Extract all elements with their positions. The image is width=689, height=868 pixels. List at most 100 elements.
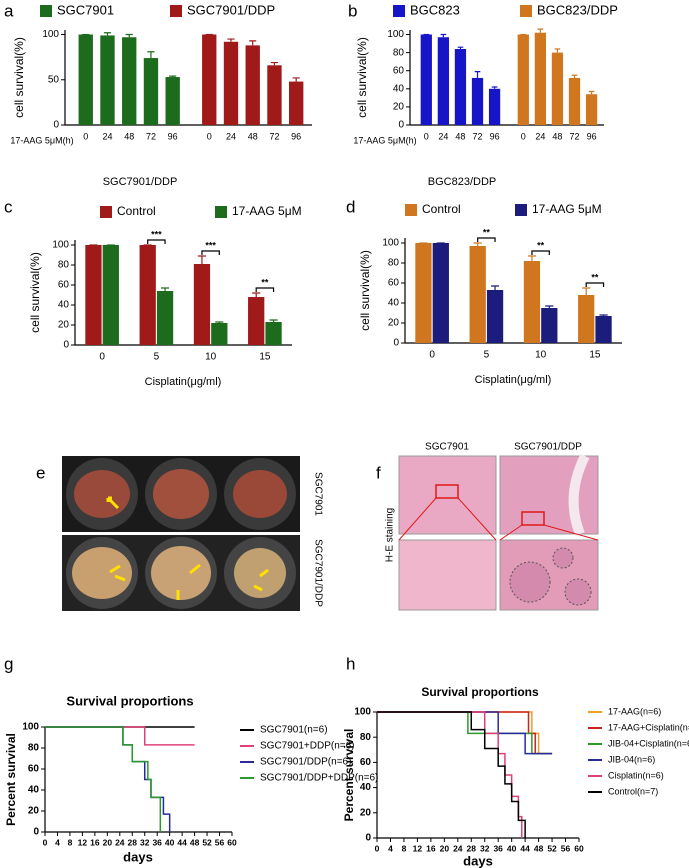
- bar: [595, 316, 612, 343]
- y-tick-label: 20: [58, 320, 70, 331]
- y-tick-label: 100: [42, 29, 59, 40]
- x-tick-label: 96: [587, 131, 597, 141]
- survival-line: [377, 711, 553, 755]
- legend-label: JIB-04+Cisplatin(n=6): [608, 738, 689, 748]
- y-tick-label: 20: [393, 102, 405, 113]
- error-bar: [571, 74, 578, 78]
- x-tick-label: 24: [115, 837, 125, 847]
- error-bar: [215, 321, 224, 323]
- y-tick-label: 0: [365, 833, 371, 844]
- significance-bracket: [585, 282, 605, 287]
- x-tick-label: 32: [140, 837, 150, 847]
- x-tick-label: 10: [205, 352, 217, 363]
- bar: [578, 295, 595, 343]
- row-label: H-E staining: [385, 508, 396, 562]
- panel-label: e: [36, 463, 45, 482]
- x-tick-label: 44: [520, 843, 530, 853]
- x-tick-label: 72: [473, 131, 483, 141]
- significance-label: **: [591, 272, 599, 282]
- error-bar: [474, 71, 481, 78]
- x-tick-label: 0: [521, 131, 526, 141]
- y-tick-label: 80: [28, 743, 40, 754]
- vessel: [568, 453, 590, 536]
- x-tick-label: 20: [440, 843, 450, 853]
- y-tick-label: 100: [22, 722, 39, 733]
- bar: [102, 245, 119, 345]
- x-tick-label: 0: [83, 131, 88, 141]
- y-tick-label: 40: [28, 785, 40, 796]
- x-tick-label: 5: [154, 352, 160, 363]
- error-bar: [554, 48, 561, 53]
- y-tick-label: 100: [387, 29, 404, 40]
- bar: [143, 58, 159, 125]
- legend-swatch: [40, 5, 52, 17]
- bar: [415, 243, 432, 343]
- x-tick-label: 36: [152, 837, 162, 847]
- bar: [85, 245, 102, 345]
- bar: [551, 52, 564, 125]
- x-tick-label: 60: [574, 843, 584, 853]
- legend-label: 17-AAG 5μM: [532, 202, 602, 216]
- panel-label: h: [346, 654, 355, 673]
- bar: [156, 291, 174, 345]
- legend-swatch: [515, 204, 527, 216]
- x-axis-label: 17-AAG 5μM(h): [353, 135, 416, 145]
- x-tick-label: 24: [226, 131, 236, 141]
- bar: [139, 245, 156, 345]
- y-axis-label: Percent survival: [342, 729, 356, 822]
- y-tick-label: 0: [33, 827, 39, 838]
- error-bar: [582, 287, 591, 295]
- x-tick-label: 32: [480, 843, 490, 853]
- error-bar: [160, 287, 170, 291]
- x-tick-label: 12: [413, 843, 423, 853]
- bar: [211, 323, 228, 345]
- error-bar: [457, 46, 464, 49]
- x-tick-label: 48: [248, 131, 258, 141]
- x-tick-label: 0: [207, 131, 212, 141]
- y-tick-label: 40: [393, 83, 405, 94]
- error-bar: [103, 32, 112, 36]
- error-bar: [527, 255, 537, 261]
- lesion: [564, 578, 592, 606]
- y-tick-label: 60: [393, 65, 405, 76]
- bar: [541, 308, 558, 343]
- arrow: [109, 563, 269, 600]
- error-bar: [270, 61, 279, 66]
- y-tick-label: 60: [388, 278, 400, 289]
- y-tick-label: 20: [388, 318, 400, 329]
- error-bar: [197, 255, 207, 264]
- x-tick-label: 24: [438, 131, 448, 141]
- legend-label: SGC7901: [57, 2, 114, 17]
- legend-label: 17-AAG(n=6): [608, 706, 661, 716]
- bar: [486, 290, 504, 343]
- error-bar: [252, 292, 261, 297]
- bar: [437, 37, 450, 125]
- legend-swatch: [520, 5, 532, 17]
- legend-label: SGC7901+DDP(n=6): [260, 741, 355, 752]
- y-tick-label: 0: [398, 120, 404, 131]
- chart-title: Survival proportions: [421, 685, 539, 699]
- y-tick-label: 20: [360, 807, 372, 818]
- chart-title: SGC7901/DDP: [103, 176, 178, 188]
- x-tick-label: 15: [589, 350, 601, 361]
- y-tick-label: 80: [388, 258, 400, 269]
- error-bar: [491, 86, 498, 89]
- x-tick-label: 48: [124, 131, 134, 141]
- bar: [523, 261, 541, 343]
- survival-line: [45, 726, 195, 746]
- x-tick-label: 72: [570, 131, 580, 141]
- significance-label: **: [261, 277, 269, 287]
- bar: [289, 81, 304, 125]
- y-tick-label: 50: [48, 74, 60, 85]
- x-tick-label: 8: [402, 843, 407, 853]
- x-tick-label: 56: [561, 843, 571, 853]
- y-tick-label: 60: [28, 764, 40, 775]
- panel-label: c: [4, 197, 13, 216]
- error-bar: [545, 305, 554, 308]
- error-bar: [292, 77, 300, 82]
- y-axis-label: cell survival(%): [355, 37, 369, 118]
- y-tick-label: 0: [63, 340, 69, 351]
- x-tick-label: 56: [215, 837, 225, 847]
- bar: [245, 45, 260, 125]
- x-tick-label: 0: [429, 350, 435, 361]
